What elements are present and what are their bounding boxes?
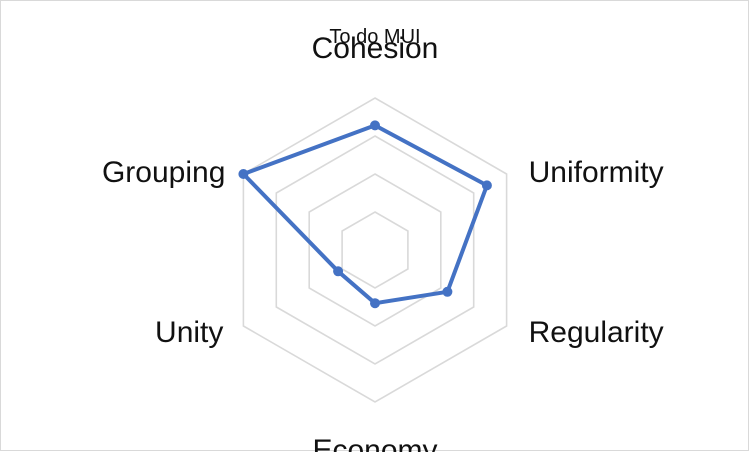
data-point-grouping bbox=[238, 169, 249, 179]
axis-label-uniformity: Uniformity bbox=[529, 156, 664, 189]
grid-ring-1 bbox=[341, 211, 409, 289]
chart-title: To do MUI bbox=[329, 26, 421, 48]
data-point-uniformity bbox=[481, 180, 492, 191]
axis-label-grouping: Grouping bbox=[102, 156, 225, 189]
axis-labels: Cohesion Uniformity Regularity Economy Unity… bbox=[102, 32, 664, 452]
data-point-unity bbox=[333, 266, 344, 277]
data-point-cohesion bbox=[370, 120, 380, 131]
data-point-economy bbox=[370, 298, 380, 309]
grid-ring-2 bbox=[308, 173, 442, 327]
axis-label-cohesion: Cohesion bbox=[312, 32, 439, 65]
series bbox=[238, 120, 492, 309]
grid bbox=[242, 97, 508, 403]
grid-ring-4 bbox=[242, 97, 508, 403]
axis-label-unity: Unity bbox=[155, 316, 223, 349]
grid-ring-3 bbox=[275, 135, 475, 365]
data-point-regularity bbox=[442, 286, 453, 297]
axis-label-regularity: Regularity bbox=[529, 316, 664, 349]
axis-label-economy: Economy bbox=[312, 434, 437, 452]
